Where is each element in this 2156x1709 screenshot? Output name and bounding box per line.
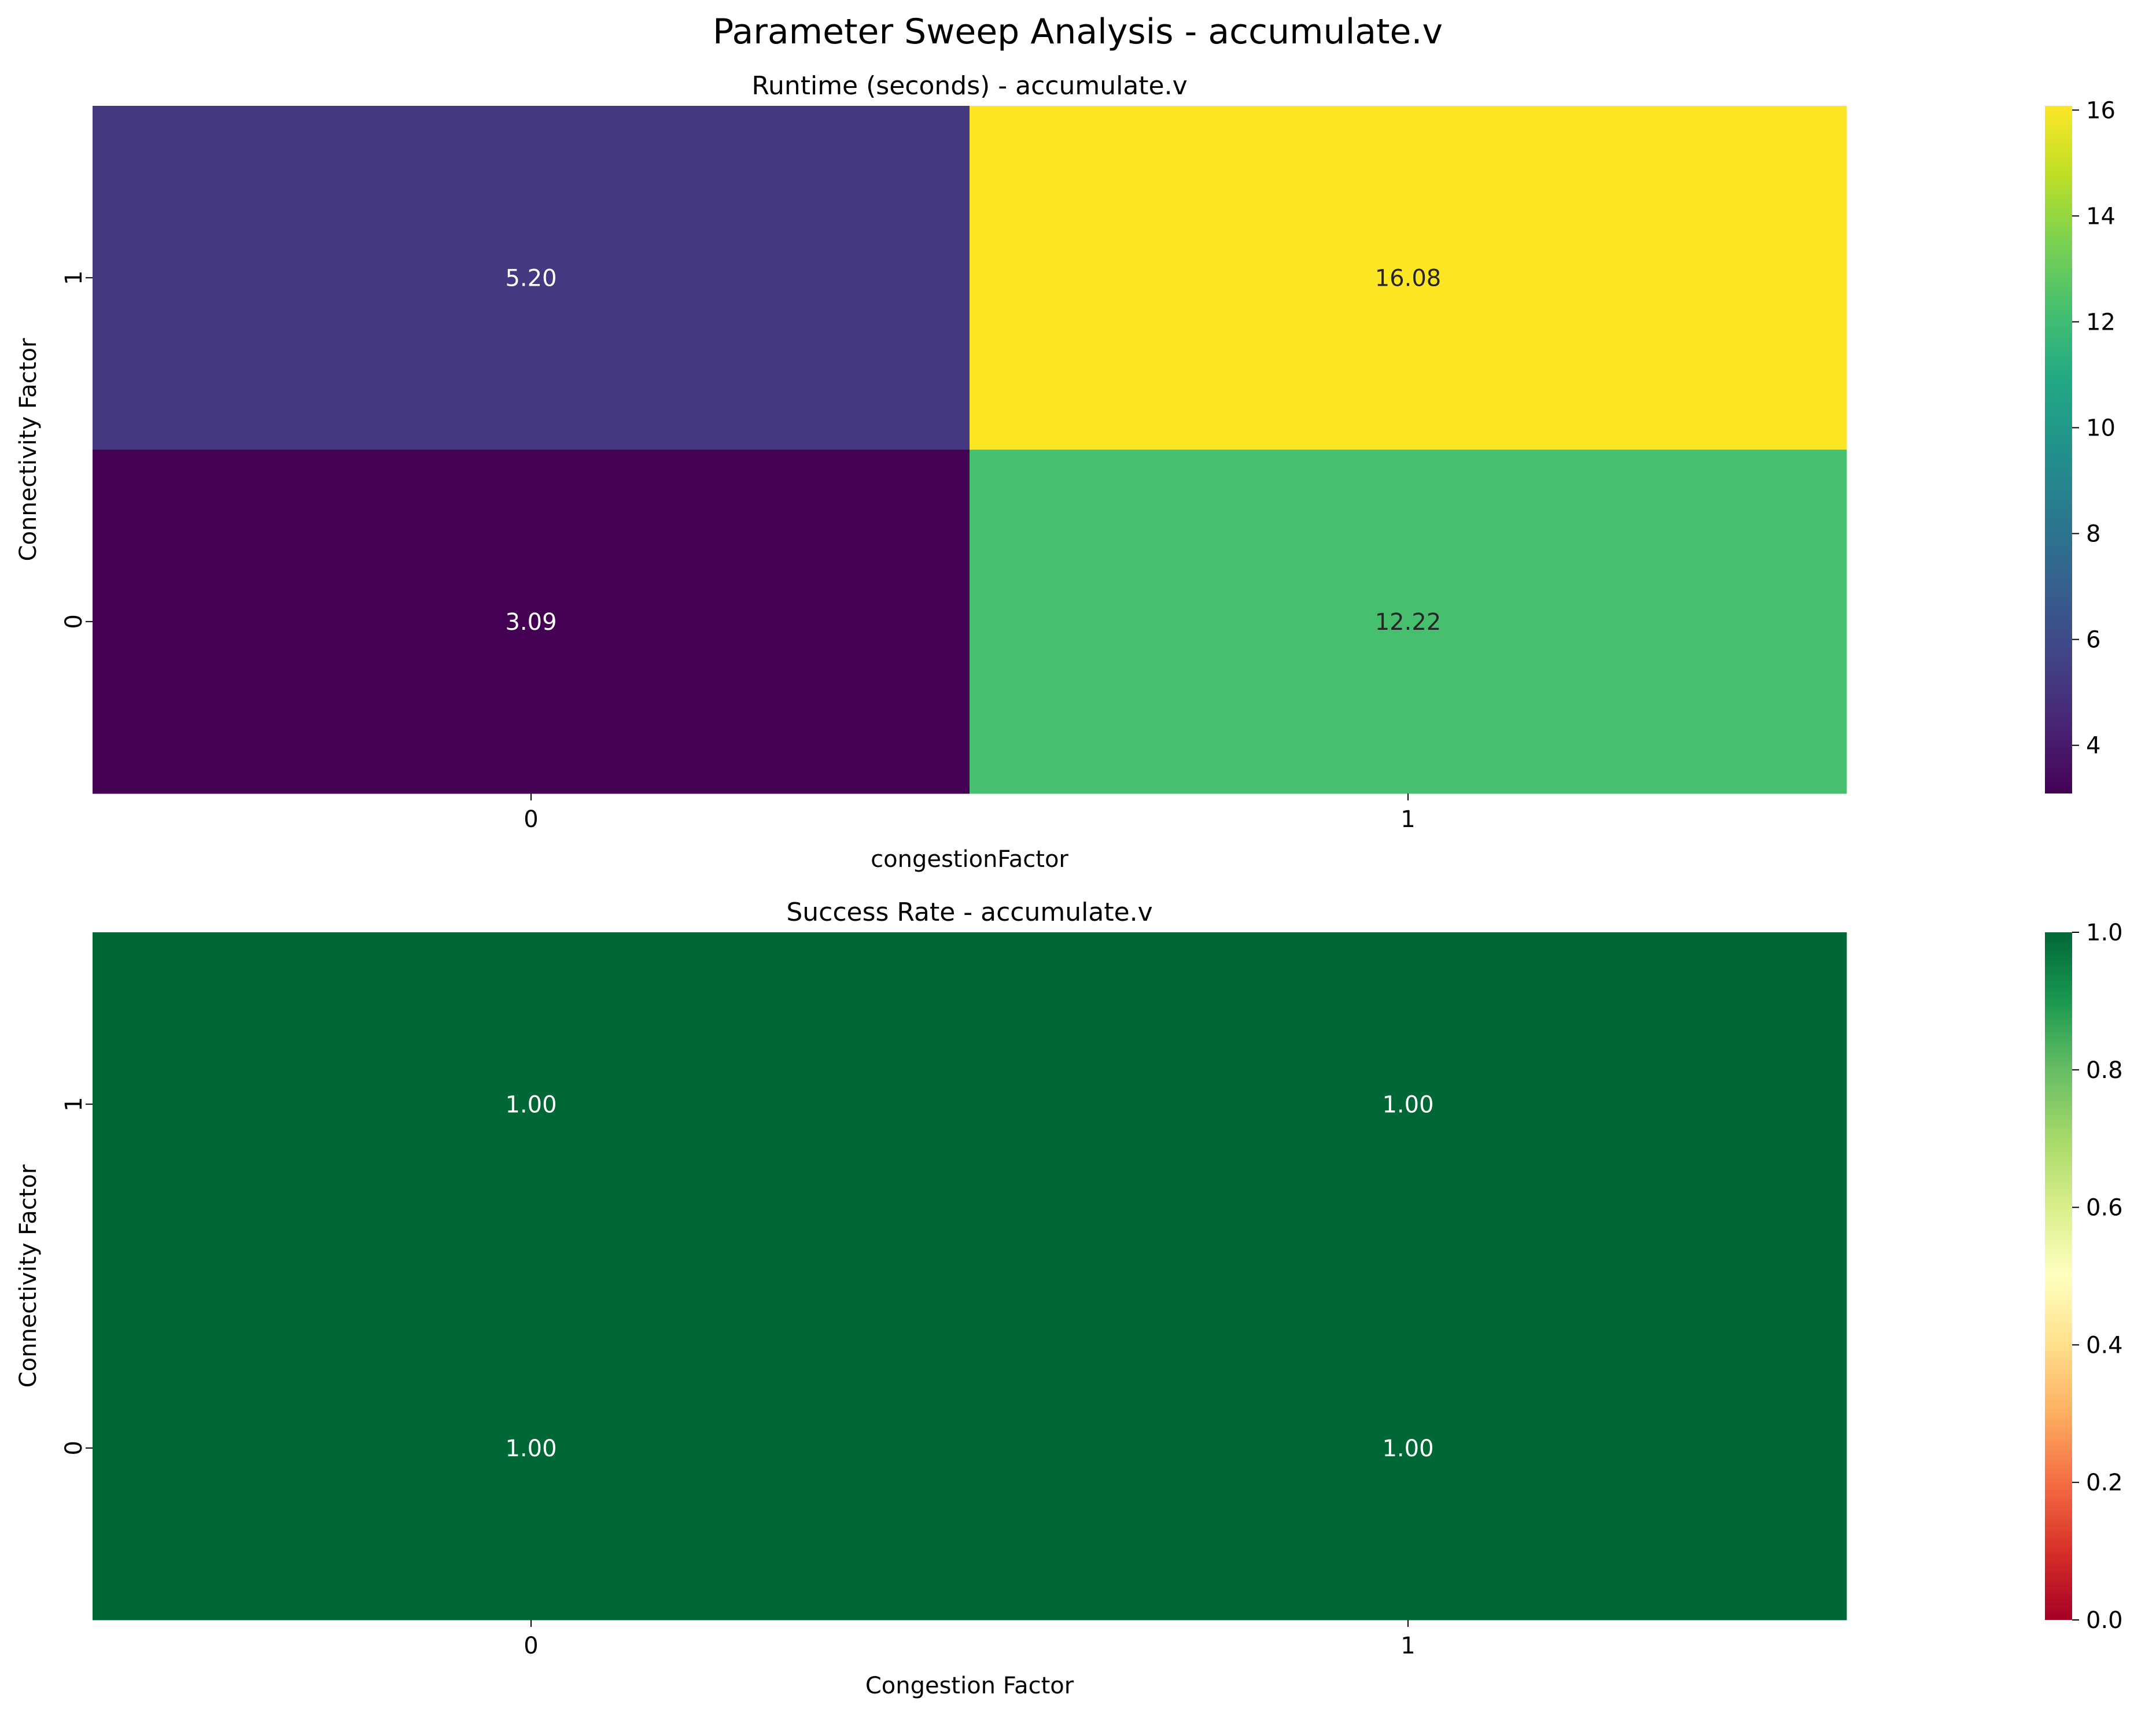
y-axis-label: Connectivity Factor [15,1164,42,1387]
colorbar-tick-label: 14 [2086,203,2116,230]
heatmap-cell [970,1276,1847,1621]
heatmap-cell [93,449,970,794]
x-tick-label: 1 [1401,1633,1415,1659]
colorbar-tick-label: 8 [2086,521,2100,548]
cell-value-label: 1.00 [1382,1091,1433,1118]
heatmap-cell [970,932,1847,1276]
y-tick-label: 1 [61,271,87,285]
y-tick-label: 0 [61,1441,87,1455]
subplot-title: Runtime (seconds) - accumulate.v [751,71,1187,101]
x-tick-label: 0 [524,806,538,833]
colorbar-tick-label: 16 [2086,97,2116,124]
cell-value-label: 1.00 [505,1435,556,1462]
x-tick-label: 0 [524,1633,538,1659]
heatmap-cell [93,932,970,1276]
heatmap-cell [970,449,1847,794]
colorbar [2045,106,2072,793]
y-axis-label: Connectivity Factor [15,338,42,561]
y-tick-label: 0 [61,614,87,629]
cell-value-label: 16.08 [1375,265,1442,291]
colorbar-tick-label: 0.0 [2086,1607,2123,1634]
colorbar-tick-label: 4 [2086,733,2100,759]
heatmap-panel-1: Runtime (seconds) - accumulate.v 5.20 16.0… [15,71,2116,873]
cell-value-label: 12.22 [1375,609,1442,636]
x-axis-label: Congestion Factor [865,1673,1074,1699]
colorbar [2045,932,2072,1620]
colorbar-tick-label: 6 [2086,627,2100,654]
x-tick-label: 1 [1401,806,1415,833]
colorbar-tick-label: 0.4 [2086,1332,2123,1359]
colorbar-tick-label: 0.6 [2086,1195,2123,1221]
colorbar-tick-label: 0.2 [2086,1470,2123,1496]
subplot-title: Success Rate - accumulate.v [786,898,1152,927]
cell-value-label: 1.00 [1382,1435,1433,1462]
y-tick-label: 1 [61,1097,87,1112]
heatmap-cell [93,1276,970,1621]
heatmap-cell [93,106,970,450]
cell-value-label: 3.09 [505,609,556,636]
colorbar-tick-label: 1.0 [2086,920,2123,946]
heatmap-panel-2: Success Rate - accumulate.v1.00 1.001.00 1… [15,898,2123,1699]
cell-value-label: 1.00 [505,1091,556,1118]
heatmap-panels: Runtime (seconds) - accumulate.v 5.20 16.0… [15,71,2123,1699]
colorbar-tick-label: 12 [2086,309,2116,335]
cell-value-label: 5.20 [505,265,556,291]
heatmap-cell [970,106,1847,450]
colorbar-tick-label: 0.8 [2086,1057,2123,1084]
colorbar-tick-label: 10 [2086,415,2116,442]
x-axis-label: congestionFactor [871,846,1068,873]
figure-title: Parameter Sweep Analysis - accumulate.v [713,12,1443,52]
